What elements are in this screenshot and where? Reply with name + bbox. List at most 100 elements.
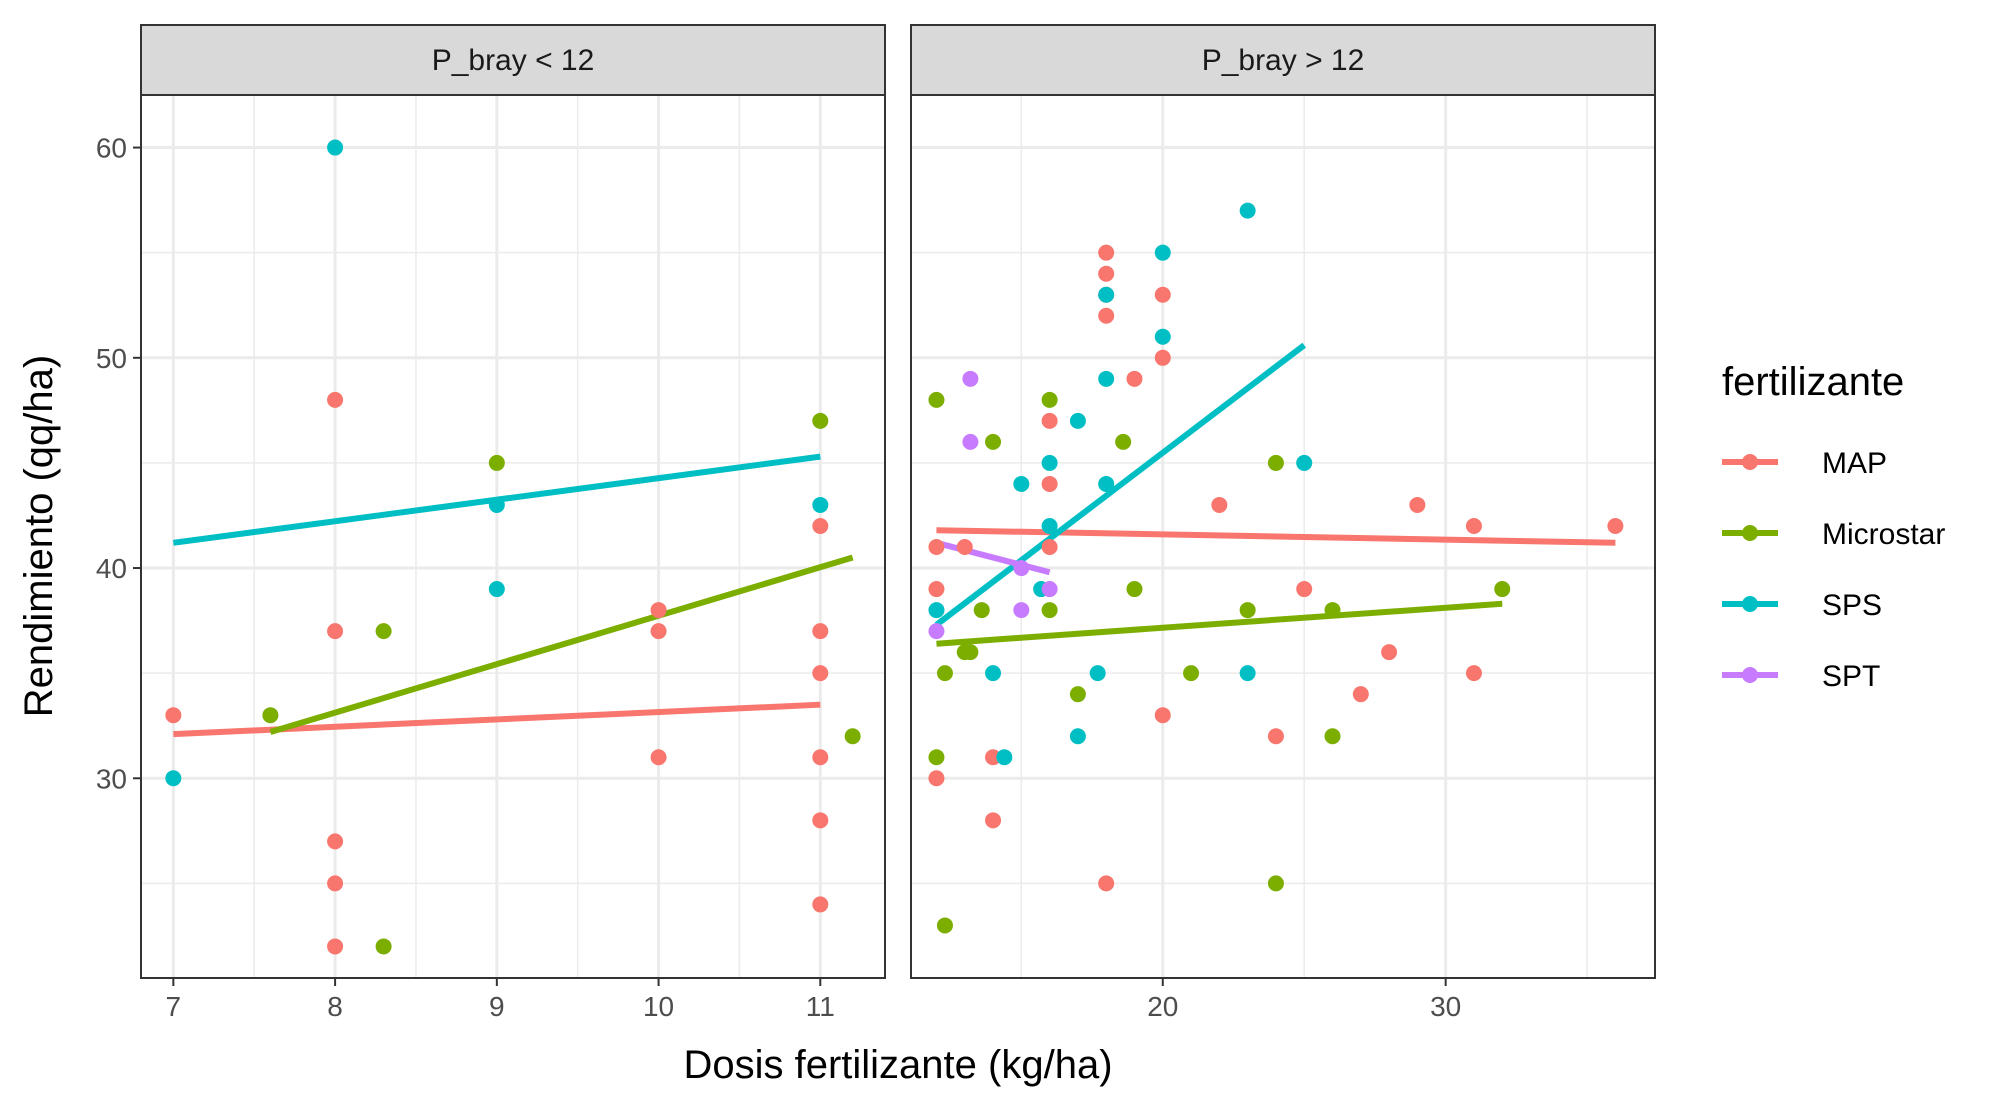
point-microstar	[1239, 602, 1256, 619]
point-microstar	[1041, 602, 1058, 619]
facet-panel-right: P_bray > 12 20 30	[910, 24, 1656, 1022]
y-tick-label: 30	[96, 763, 127, 794]
point-microstar	[1267, 875, 1284, 892]
point-sps	[165, 770, 182, 787]
point-microstar	[928, 391, 945, 408]
facet-strip-label-right: P_bray > 12	[1202, 44, 1365, 77]
point-spt	[1013, 560, 1030, 577]
panel-border-left	[140, 94, 886, 979]
point-sps	[1098, 370, 1115, 387]
point-map	[928, 539, 945, 556]
x-tick-label: 20	[1147, 991, 1178, 1022]
x-tick-label: 10	[643, 991, 674, 1022]
point-microstar	[1494, 581, 1511, 598]
point-map	[1465, 517, 1482, 534]
point-map	[1098, 265, 1115, 282]
point-microstar	[1267, 454, 1284, 471]
point-sps	[1154, 244, 1171, 261]
legend-key-point	[1742, 525, 1758, 541]
fit-line-microstar	[269, 554, 854, 735]
facet-strip-right	[910, 24, 1656, 96]
point-map	[812, 623, 829, 640]
x-tick-label: 30	[1430, 991, 1461, 1022]
y-tick-label: 60	[96, 133, 127, 164]
point-map	[812, 896, 829, 913]
point-sps	[327, 139, 344, 156]
point-sps	[1069, 728, 1086, 745]
point-spt	[1013, 602, 1030, 619]
legend-title: fertilizante	[1722, 360, 1904, 404]
x-axis-title: Dosis fertilizante (kg/ha)	[683, 1043, 1112, 1087]
fit-line-microstar	[936, 600, 1503, 647]
point-map	[327, 833, 344, 850]
point-sps	[1041, 517, 1058, 534]
point-spt	[1041, 581, 1058, 598]
point-microstar	[936, 917, 953, 934]
point-map	[165, 707, 182, 724]
point-microstar	[985, 433, 1002, 450]
y-tick-label: 40	[96, 553, 127, 584]
point-sps	[1041, 454, 1058, 471]
point-microstar	[1069, 686, 1086, 703]
point-map	[1098, 875, 1115, 892]
point-microstar	[973, 602, 990, 619]
point-microstar	[928, 749, 945, 766]
facet-strip-left	[140, 24, 886, 96]
point-map	[1098, 307, 1115, 324]
y-tick-label: 50	[96, 343, 127, 374]
point-map	[1296, 581, 1313, 598]
point-map	[985, 749, 1002, 766]
point-map	[812, 517, 829, 534]
y-axis-title: Rendimiento (qq/ha)	[17, 355, 61, 717]
point-microstar	[1115, 433, 1132, 450]
fit-line-spt	[935, 539, 1051, 576]
point-map	[812, 665, 829, 682]
legend-key-point	[1742, 667, 1758, 683]
facet-panel-left: P_bray < 12 7 8 9 10 11 30 40 50 60	[96, 24, 886, 1022]
point-spt	[962, 433, 979, 450]
x-tick-label: 8	[327, 991, 343, 1022]
point-microstar	[262, 707, 279, 724]
x-tick-label: 11	[806, 991, 835, 1022]
legend-label: SPS	[1822, 589, 1882, 622]
point-sps	[996, 749, 1013, 766]
point-microstar	[812, 412, 829, 429]
legend-label: Microstar	[1822, 518, 1945, 551]
fit-line-sps	[934, 342, 1307, 628]
point-map	[1041, 475, 1058, 492]
legend-item-microstar: Microstar	[1722, 518, 1945, 551]
point-map	[650, 602, 667, 619]
point-microstar	[1126, 581, 1143, 598]
point-sps	[1154, 328, 1171, 345]
point-microstar	[375, 623, 392, 640]
point-sps	[1089, 665, 1106, 682]
point-sps	[1296, 454, 1313, 471]
point-microstar	[1324, 728, 1341, 745]
legend-key-point	[1742, 454, 1758, 470]
point-microstar	[1183, 665, 1200, 682]
point-sps	[1013, 475, 1030, 492]
point-map	[1041, 539, 1058, 556]
point-map	[327, 623, 344, 640]
point-sps	[1098, 286, 1115, 303]
point-map	[1154, 349, 1171, 366]
legend-item-spt: SPT	[1722, 660, 1880, 693]
point-sps	[1239, 665, 1256, 682]
x-tick-label: 7	[166, 991, 182, 1022]
legend-key-point	[1742, 596, 1758, 612]
point-microstar	[844, 728, 861, 745]
legend-item-map: MAP	[1722, 447, 1887, 480]
point-spt	[928, 623, 945, 640]
point-map	[327, 391, 344, 408]
point-map	[1126, 370, 1143, 387]
point-microstar	[962, 644, 979, 661]
point-map	[1154, 707, 1171, 724]
point-map	[650, 623, 667, 640]
point-microstar	[375, 938, 392, 955]
point-map	[812, 812, 829, 829]
point-sps	[1069, 412, 1086, 429]
point-map	[1267, 728, 1284, 745]
point-sps	[488, 581, 505, 598]
point-map	[1098, 244, 1115, 261]
